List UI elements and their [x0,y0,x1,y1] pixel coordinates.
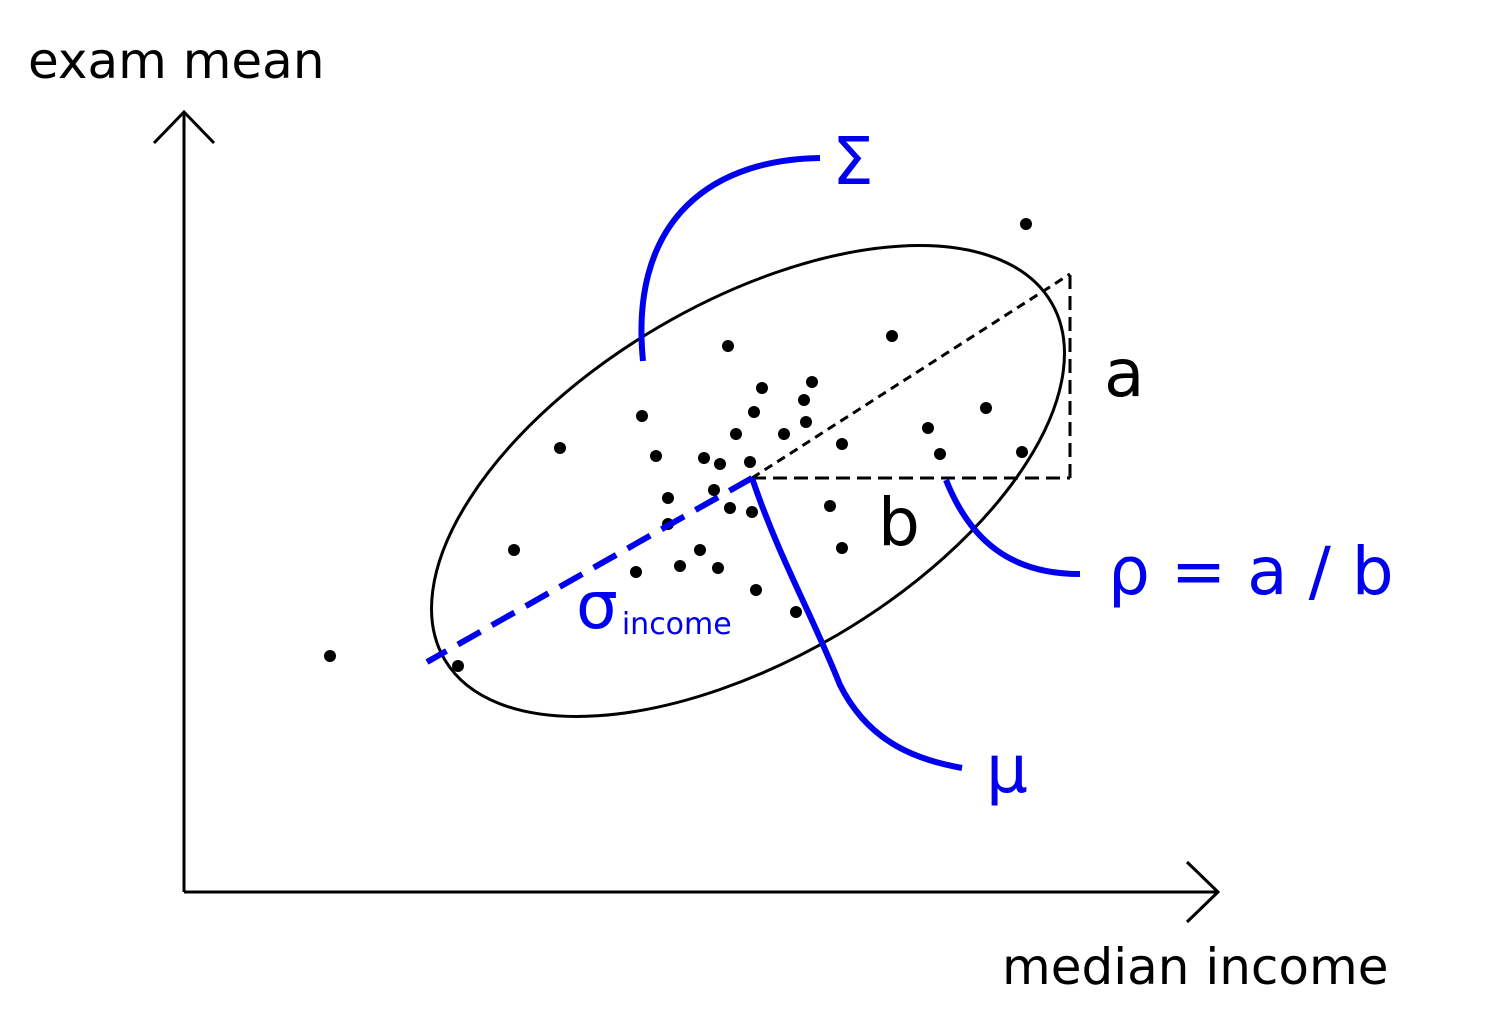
sigma-income-label: σ income [576,567,732,644]
data-point [836,542,848,554]
data-point [744,456,756,468]
data-point [452,660,464,672]
mu-leader-line [749,477,963,771]
data-point [724,502,736,514]
x-axis-label: median income [1002,938,1388,996]
x-axis-arrowhead [1185,860,1221,924]
data-point [662,492,674,504]
data-points [324,218,1032,672]
data-point [698,452,710,464]
data-point [712,562,724,574]
data-point [756,382,768,394]
rho-leader-line [943,478,1081,577]
data-point [746,506,758,518]
sigma-income-subscript: income [622,607,732,642]
data-point [730,428,742,440]
data-point [636,410,648,422]
data-point [836,438,848,450]
data-point [790,606,802,618]
data-point [748,406,760,418]
sigma-income-symbol: σ [576,567,618,644]
data-point [980,402,992,414]
data-point [674,560,686,572]
data-point [886,330,898,342]
hypotenuse-dashed-line [751,272,1071,480]
sigma-income-dashed-line [425,475,754,665]
data-point [798,394,810,406]
data-point [750,584,762,596]
data-point [650,450,662,462]
data-point [722,340,734,352]
data-point [508,544,520,556]
annotations [425,155,1081,771]
sigma-matrix-leader-line [638,155,821,362]
sigma-matrix-label: Σ [832,123,874,200]
a-label: a [1104,335,1144,412]
data-point [800,416,812,428]
rho-label: ρ = a / b [1108,533,1394,610]
data-point [554,442,566,454]
data-point [324,650,336,662]
axes [152,109,1221,924]
data-point [1016,446,1028,458]
data-point [934,448,946,460]
correlation-triangle [751,272,1072,480]
data-point [1020,218,1032,230]
data-point [778,428,790,440]
y-axis-arrowhead [152,109,216,145]
data-point [922,422,934,434]
data-point [824,500,836,512]
data-point [630,566,642,578]
covariance-ellipse [430,244,1066,718]
b-label: b [878,484,920,561]
data-point [806,376,818,388]
data-point [714,458,726,470]
mu-label: μ [986,731,1028,808]
data-point [708,484,720,496]
data-point [694,544,706,556]
y-axis-label: exam mean [28,32,325,90]
